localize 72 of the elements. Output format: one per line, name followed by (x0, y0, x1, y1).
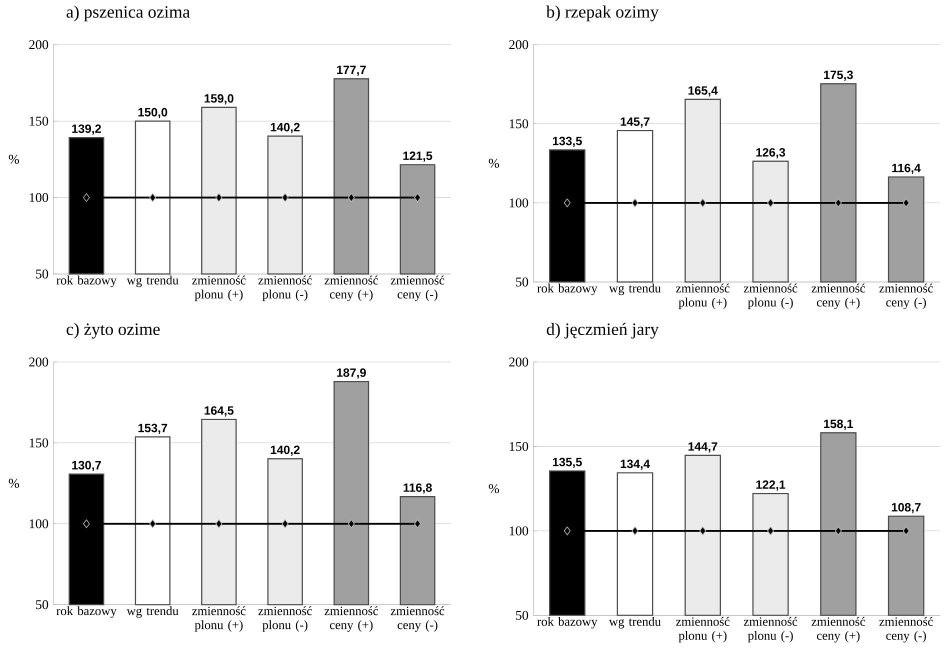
x-tick-label: zmienność plonu (-) (258, 276, 312, 302)
x-tick-label: zmienność ceny (+) (812, 284, 866, 310)
data-label: 177,7 (337, 66, 366, 76)
data-label: 164,5 (204, 406, 234, 416)
chart-title: b) rzepak ozimy (546, 6, 659, 22)
x-tick-label: wg trendu (126, 606, 178, 618)
data-label: 145,7 (620, 118, 650, 128)
data-label: 134,4 (620, 460, 650, 470)
y-tick-label: 150 (30, 116, 48, 126)
data-label: 133,5 (552, 136, 582, 147)
data-label: 139,2 (72, 124, 101, 135)
data-label: 116,4 (892, 164, 921, 174)
x-tick-label: zmienność ceny (+) (812, 616, 866, 642)
chart-title: a) pszenica ozima (66, 6, 190, 22)
data-label: 130,7 (72, 460, 101, 472)
x-tick-label: zmienność plonu (+) (192, 606, 246, 632)
y-axis-title: % (8, 478, 20, 488)
data-label: 135,5 (552, 458, 582, 468)
data-label: 187,9 (337, 368, 366, 379)
data-label: 158,1 (824, 420, 854, 430)
y-tick-label: 200 (509, 358, 528, 366)
x-tick-label: zmienność ceny (-) (390, 606, 444, 632)
x-tick-label: rok bazowy (56, 606, 117, 618)
chart-title: d) jęczmień jary (546, 322, 659, 339)
y-tick-label: 100 (30, 193, 48, 202)
x-tick-label: rok bazowy (56, 276, 117, 288)
data-label: 165,4 (688, 86, 718, 96)
x-tick-label: zmienność plonu (+) (676, 616, 730, 642)
x-tick-label: zmienność ceny (-) (390, 276, 444, 302)
x-tick-label: zmienność ceny (+) (324, 606, 378, 632)
x-tick-label: wg trendu (609, 284, 661, 296)
data-label: 140,2 (270, 446, 300, 456)
data-label: 116,8 (404, 483, 432, 494)
data-label: 122,1 (756, 480, 786, 491)
data-label: 108,7 (892, 503, 921, 514)
x-tick-label: zmienność plonu (+) (192, 276, 246, 302)
data-label: 126,3 (756, 148, 786, 158)
data-label: 140,2 (270, 122, 300, 134)
x-tick-label: zmienność plonu (-) (744, 284, 798, 310)
x-tick-label: zmienność ceny (+) (324, 276, 378, 302)
y-tick-label: 200 (29, 40, 48, 50)
y-tick-label: 100 (510, 526, 528, 536)
data-label: 153,7 (138, 424, 168, 434)
x-tick-label: rok bazowy (537, 284, 598, 296)
y-axis-title: % (488, 484, 500, 494)
chart-title: c) żyto ozime (66, 322, 160, 339)
y-tick-label: 100 (510, 198, 528, 208)
y-tick-label: 50 (36, 270, 48, 278)
x-tick-label: zmienność plonu (+) (676, 284, 730, 310)
y-tick-label: 150 (510, 119, 528, 128)
data-label: 121,5 (403, 152, 432, 162)
x-tick-label: zmienność ceny (-) (879, 284, 933, 310)
y-tick-label: 50 (516, 610, 528, 620)
data-label: 144,7 (688, 442, 718, 452)
data-label: 175,3 (824, 70, 853, 81)
x-tick-label: zmienność plonu (-) (744, 616, 798, 642)
x-tick-label: wg trendu (609, 616, 661, 628)
x-tick-label: zmienność plonu (-) (258, 606, 312, 632)
y-tick-label: 50 (516, 278, 528, 286)
y-tick-label: 50 (36, 600, 48, 610)
y-axis-title: % (488, 158, 500, 168)
data-label: 150,0 (138, 108, 168, 118)
y-tick-label: 150 (30, 438, 48, 448)
x-tick-label: wg trendu (126, 276, 178, 288)
x-tick-label: zmienność ceny (-) (879, 616, 933, 642)
y-tick-label: 150 (510, 442, 528, 451)
data-label: 159,0 (204, 94, 234, 104)
y-tick-label: 200 (29, 358, 48, 366)
y-axis-title: % (8, 154, 20, 164)
y-tick-label: 200 (509, 40, 528, 50)
x-tick-label: rok bazowy (537, 616, 598, 628)
y-tick-label: 100 (30, 519, 48, 528)
